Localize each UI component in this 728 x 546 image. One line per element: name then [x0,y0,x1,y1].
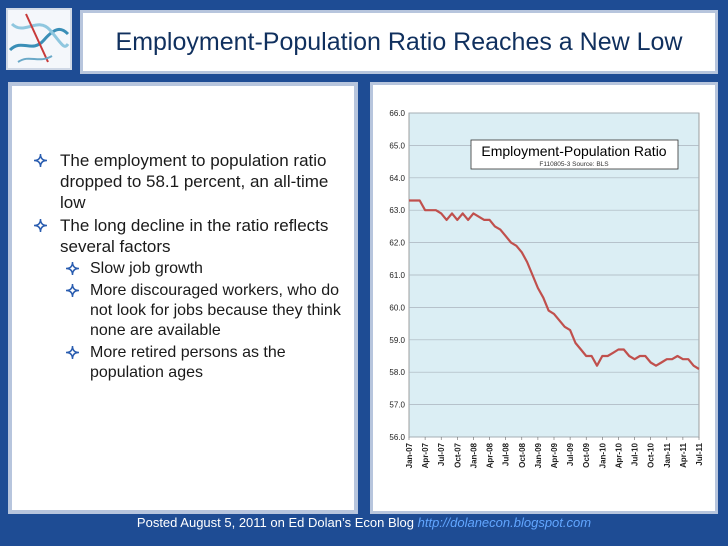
x-tick-label: Apr-10 [614,442,623,468]
x-tick-label: Jan-11 [663,442,672,467]
bullet-item: The employment to population ratio dropp… [22,150,352,213]
diamond-bullet-icon [66,346,79,359]
chart-title: Employment-Population Ratio [481,143,666,159]
footer-text: Posted August 5, 2011 on Ed Dolan’s Econ… [136,515,414,530]
chart-title-box [470,139,679,170]
diamond-bullet-icon [34,219,47,232]
chart-panel: 56.0 57.0 58.0 59.0 60.0 61.0 62.0 63.0 64.0 65.0… [370,82,718,514]
x-tick-label: Oct-09 [582,442,591,467]
y-tick-label: 57.0 [389,401,405,410]
x-tick-label: Jan-08 [469,442,478,468]
x-tick-label: Oct-07 [453,442,462,467]
y-tick-label: 62.0 [389,239,405,248]
y-tick-label: 56.0 [389,433,405,442]
logo [6,8,72,70]
chart-subtitle: F110805-3 Source: BLS [539,161,609,168]
x-tick-label: Apr-08 [486,442,495,468]
x-tick-label: Apr-09 [550,442,559,468]
bullet-text: The long decline in the ratio reflects s… [60,216,329,256]
footer-link[interactable]: http://dolanecon.blogspot.com [417,515,592,530]
chart-area: 56.0 57.0 58.0 59.0 60.0 61.0 62.0 63.0 64.0 65.0… [381,93,707,503]
x-tick-label: Oct-10 [647,442,656,467]
x-tick-label: Jan-10 [598,442,607,468]
x-tick-label: Jul-07 [437,442,446,466]
footer: Posted August 5, 2011 on Ed Dolan’s Econ… [0,515,728,530]
y-tick-label: 61.0 [389,271,405,280]
diamond-bullet-icon [66,284,79,297]
x-tick-label: Jan-09 [534,442,543,468]
x-tick-label: Jul-08 [502,442,511,466]
x-tick-label: Jul-09 [566,442,575,466]
y-tick-label: 65.0 [389,141,405,150]
sub-bullet-item: Slow job growth [22,259,352,279]
y-tick-label: 59.0 [389,336,405,345]
bullet-item: The long decline in the ratio reflects s… [22,215,352,257]
text-panel: The employment to population ratio dropp… [8,82,358,514]
x-tick-label: Jul-11 [695,442,704,465]
employment-population-chart: 56.0 57.0 58.0 59.0 60.0 61.0 62.0 63.0 64.0 65.0… [389,109,704,468]
x-tick-label: Jan-07 [405,442,414,468]
x-tick-label: Oct-08 [518,442,527,467]
sub-bullet-item: More retired persons as the population a… [22,343,352,383]
y-tick-label: 66.0 [389,109,405,118]
x-tick-label: Apr-07 [421,442,430,468]
logo-graphic [8,13,70,63]
y-tick-label: 60.0 [389,303,405,312]
page-title: Employment-Population Ratio Reaches a Ne… [115,27,683,56]
y-tick-label: 58.0 [389,368,405,377]
bullet-text: The employment to population ratio dropp… [60,151,329,212]
x-tick-label: Apr-11 [679,442,688,467]
x-tick-label: Jul-10 [631,442,640,466]
y-tick-label: 63.0 [389,206,405,215]
y-tick-label: 64.0 [389,174,405,183]
bullet-text: Slow job growth [90,260,203,277]
bullet-list: The employment to population ratio dropp… [22,150,352,384]
series-line [409,199,700,370]
title-box: Employment-Population Ratio Reaches a Ne… [80,10,718,74]
diamond-bullet-icon [34,154,47,167]
diamond-bullet-icon [66,262,79,275]
bullet-text: More retired persons as the population a… [90,344,286,381]
bullet-text: More discouraged workers, who do not loo… [90,282,341,339]
sub-bullet-item: More discouraged workers, who do not loo… [22,281,352,341]
